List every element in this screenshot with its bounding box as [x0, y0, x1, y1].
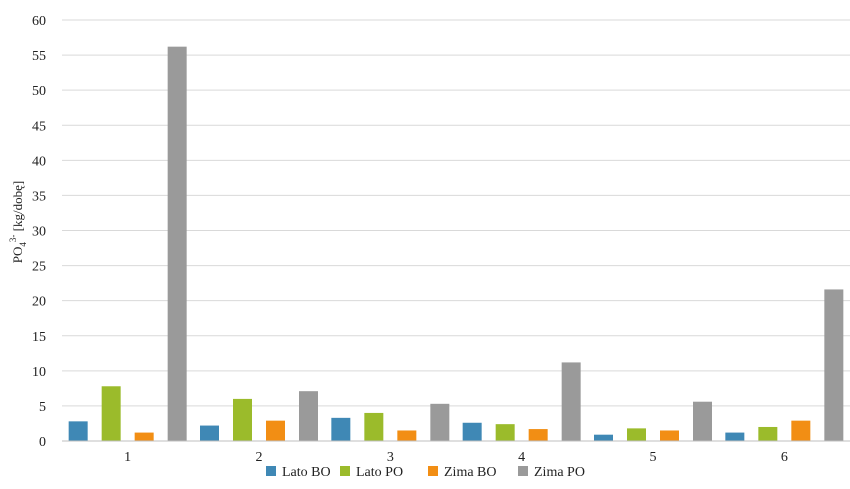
bar [660, 430, 679, 441]
x-tick-label: 4 [518, 450, 525, 465]
x-tick-label: 6 [781, 450, 788, 465]
x-tick-label: 2 [256, 450, 263, 465]
legend-swatch [518, 466, 528, 476]
y-tick-label: 0 [39, 435, 46, 450]
legend-label: Zima BO [444, 465, 497, 480]
bar [758, 426, 778, 441]
bar [364, 412, 384, 441]
x-tick-label: 1 [124, 450, 131, 465]
bar [68, 421, 88, 441]
bar [134, 432, 154, 441]
bar [462, 422, 482, 441]
bar [331, 417, 351, 441]
bar [791, 420, 811, 441]
legend-label: Zima PO [534, 465, 585, 480]
y-axis-title-unit: [kg/dobę] [10, 181, 25, 235]
bar [824, 289, 844, 441]
y-tick-label: 35 [32, 189, 46, 204]
y-axis-title-subscript: 4 [18, 242, 28, 247]
y-tick-label: 45 [32, 119, 46, 134]
bar [528, 429, 548, 441]
legend-swatch [428, 466, 438, 476]
y-tick-label: 30 [32, 225, 46, 240]
bar [299, 391, 318, 441]
x-tick-label: 5 [650, 450, 657, 465]
y-tick-label: 60 [32, 14, 46, 29]
bar [594, 434, 613, 441]
y-axis-title-superscript: 3- [8, 235, 18, 243]
y-axis-title-main: PO [10, 247, 25, 264]
bar [101, 386, 121, 441]
y-tick-label: 55 [32, 49, 46, 64]
legend-label: Lato BO [282, 465, 331, 480]
bars [68, 46, 844, 442]
bar [693, 401, 712, 441]
legend-swatch [340, 466, 350, 476]
y-tick-label: 10 [32, 365, 46, 380]
y-tick-label: 50 [32, 84, 46, 99]
y-tick-label: 25 [32, 260, 46, 275]
bar [495, 424, 515, 441]
bar [430, 403, 450, 441]
y-tick-label: 20 [32, 295, 46, 310]
bar [167, 46, 187, 442]
y-tick-label: 5 [39, 400, 46, 415]
gridlines [62, 19, 850, 407]
bar [627, 428, 646, 441]
y-tick-label: 40 [32, 154, 46, 169]
bar [397, 430, 417, 441]
x-tick-label: 3 [387, 450, 394, 465]
legend-label: Lato PO [356, 465, 403, 480]
legend: Lato BO Lato PO Zima BO Zima PO [266, 465, 585, 480]
bar [561, 362, 581, 441]
legend-swatch [266, 466, 276, 476]
bar [266, 420, 285, 441]
y-axis-title: PO43- [kg/dobę] [8, 181, 28, 263]
bar [233, 398, 252, 441]
y-tick-label: 15 [32, 330, 46, 345]
bar [725, 432, 745, 441]
bar [200, 425, 219, 441]
